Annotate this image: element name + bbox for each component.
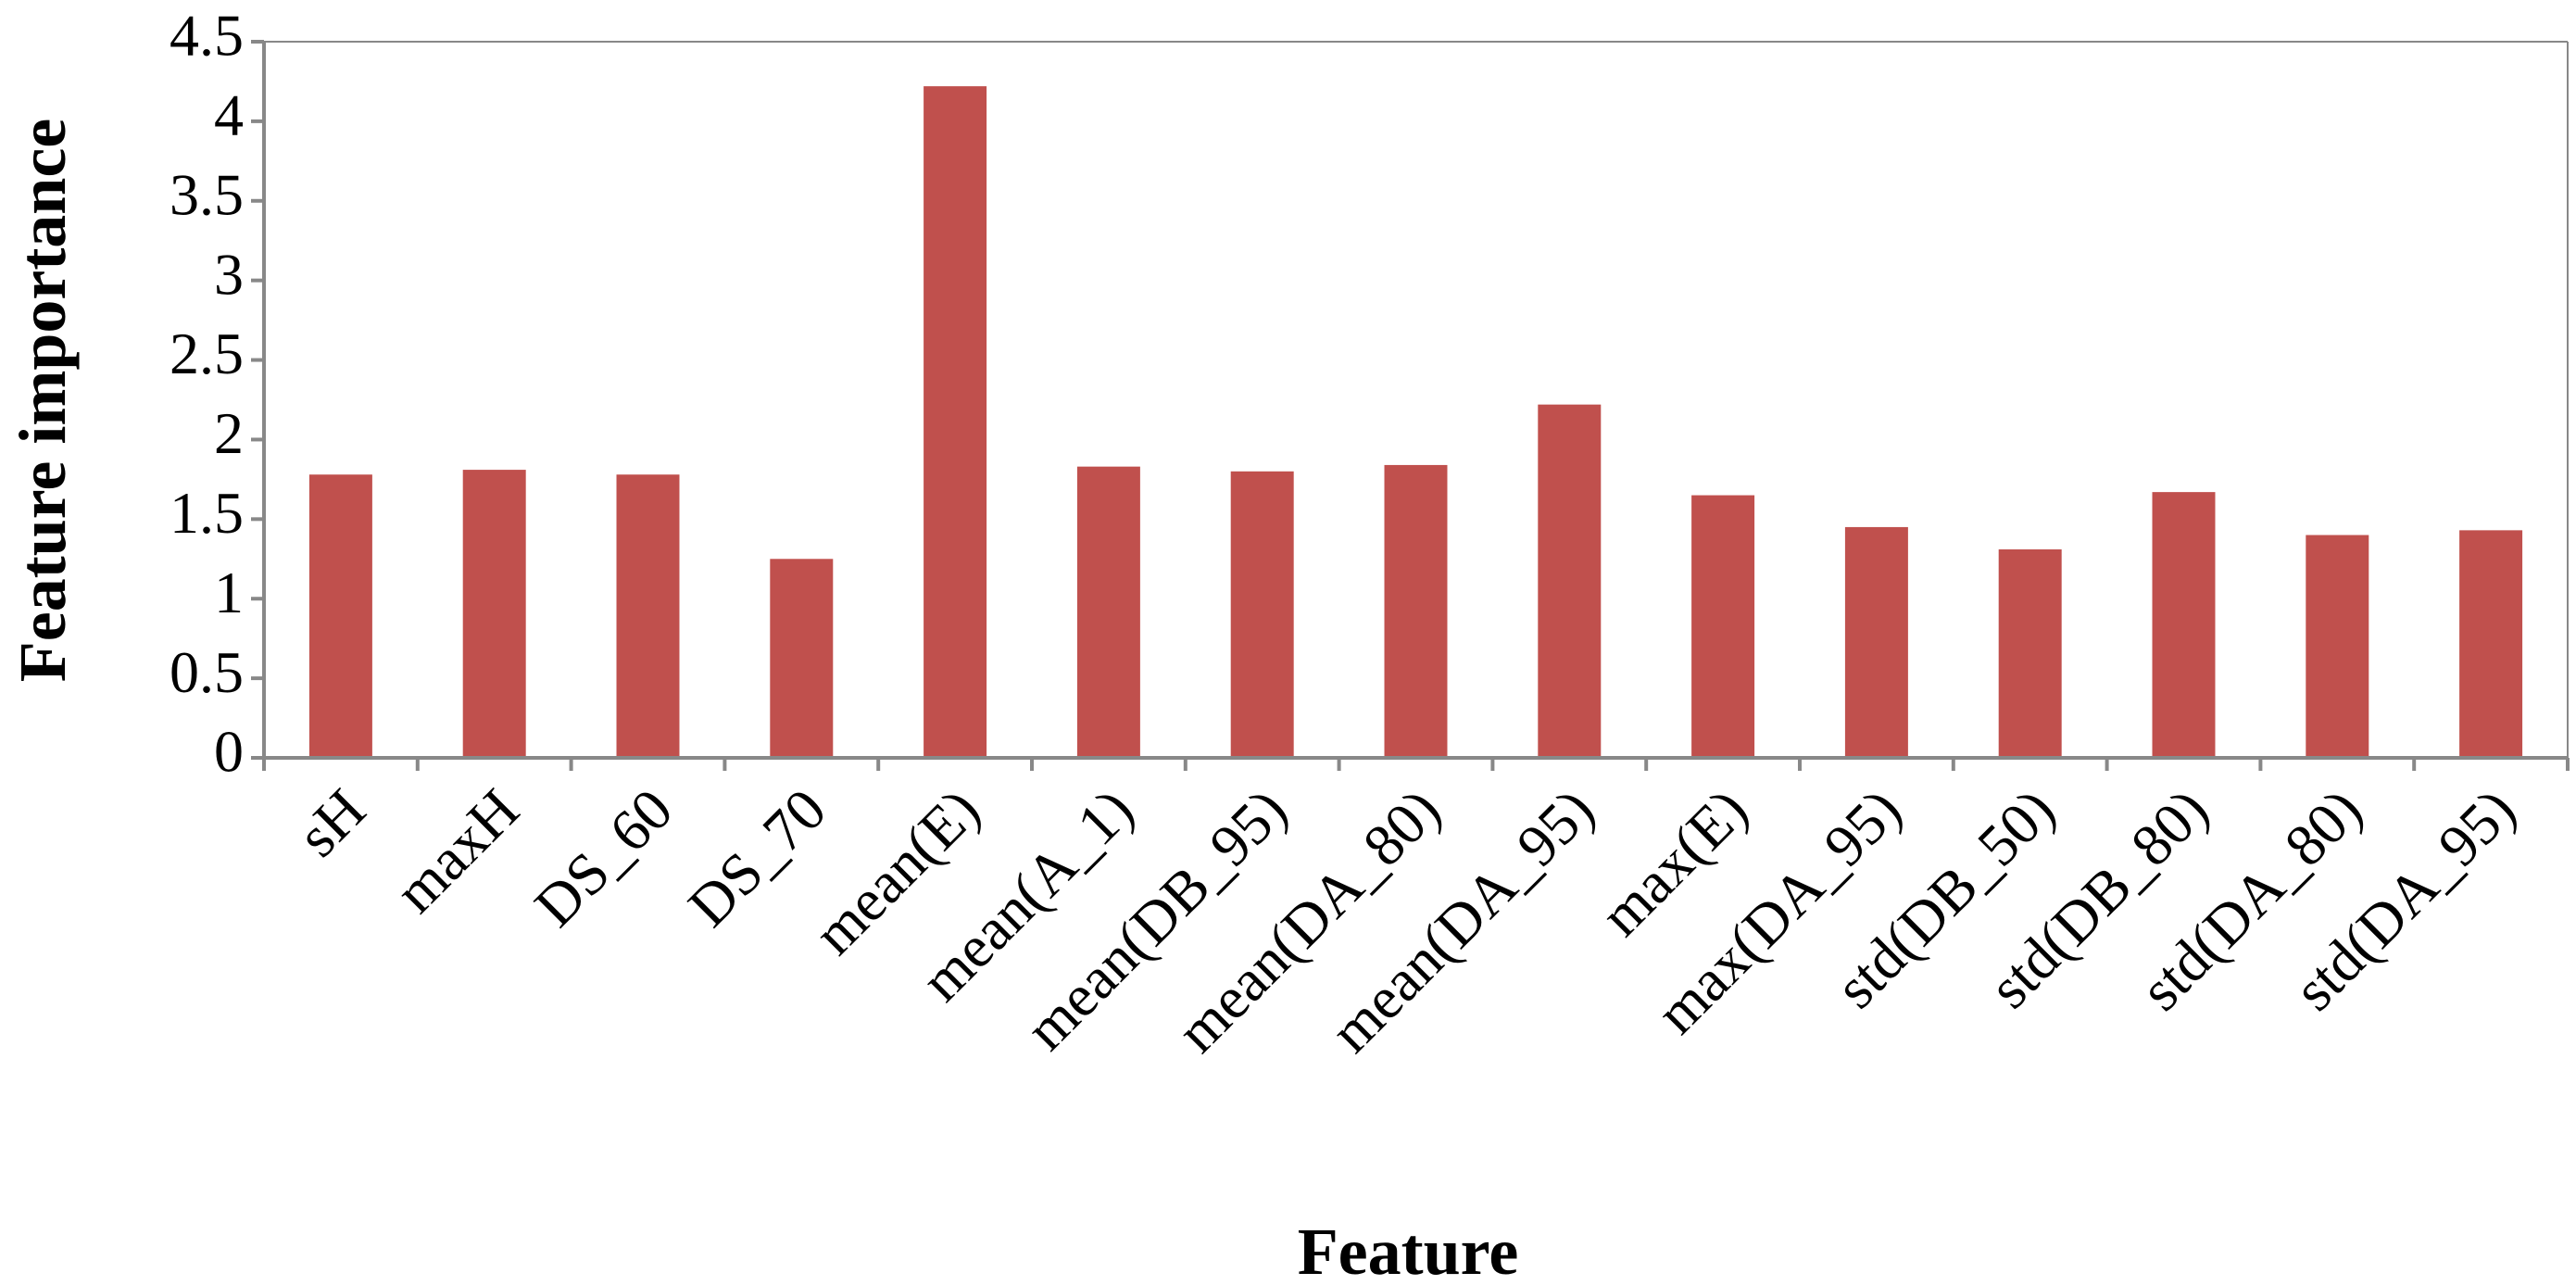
- bar: [1076, 466, 1140, 758]
- y-tick-label: 3: [214, 241, 244, 307]
- y-tick-label: 0: [214, 719, 244, 785]
- y-axis-title: Feature importance: [6, 119, 80, 682]
- y-tick-label: 1.5: [170, 480, 244, 546]
- y-tick-label: 3.5: [170, 161, 244, 227]
- y-tick-label: 1: [214, 560, 244, 625]
- bar: [462, 470, 526, 758]
- y-tick-label: 2: [214, 400, 244, 466]
- bar: [924, 86, 987, 758]
- bar: [1998, 548, 2062, 758]
- x-axis-title: Feature: [1298, 1215, 1519, 1285]
- bar: [2459, 530, 2523, 758]
- bar: [770, 559, 834, 758]
- x-tick-label: maxH: [383, 776, 532, 926]
- bar: [1230, 471, 1294, 758]
- y-tick-label: 4: [214, 82, 244, 148]
- bar: [2152, 492, 2216, 758]
- y-tick-label: 0.5: [170, 639, 244, 705]
- bar: [308, 474, 372, 758]
- x-tick-label: DS_60: [521, 776, 685, 939]
- bar: [2306, 535, 2369, 758]
- bar: [1691, 495, 1755, 758]
- bar: [1384, 464, 1448, 758]
- bar: [1538, 404, 1602, 758]
- x-tick-label: sH: [284, 776, 377, 869]
- x-tick-label: mean(DA_95): [1318, 776, 1607, 1065]
- x-tick-label: mean(DA_80): [1164, 776, 1453, 1065]
- y-tick-label: 2.5: [170, 321, 244, 386]
- bar: [616, 474, 680, 758]
- y-tick-label: 4.5: [170, 3, 244, 69]
- bar: [1844, 526, 1908, 758]
